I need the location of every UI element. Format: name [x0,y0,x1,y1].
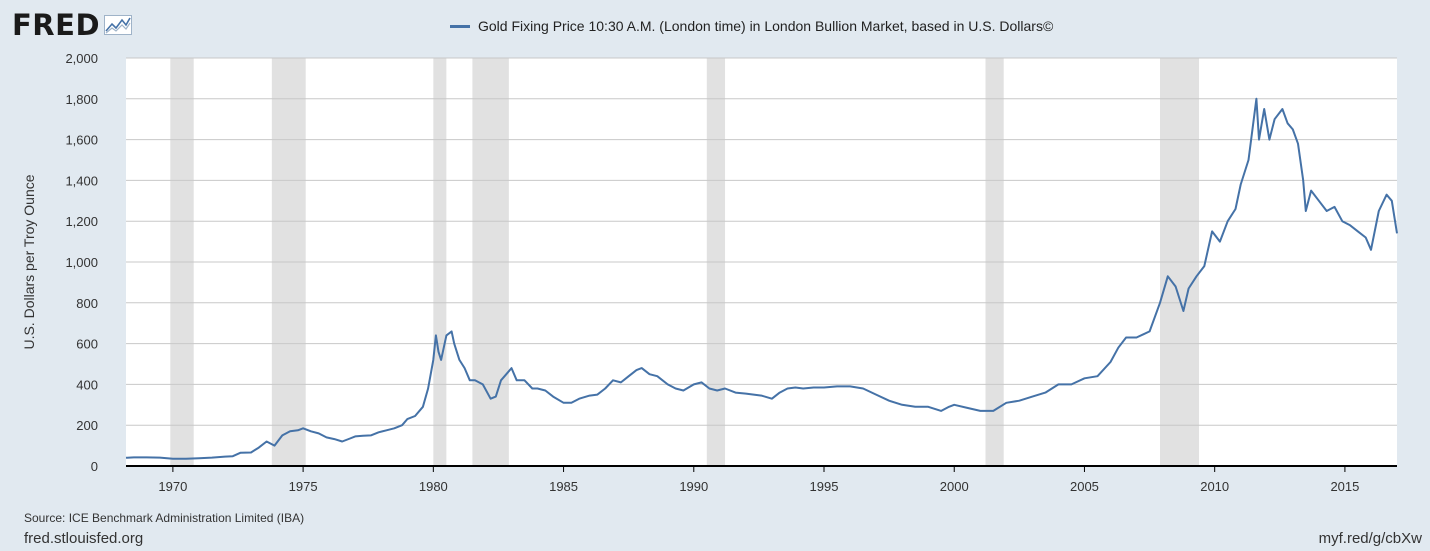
x-tick-label: 2010 [1200,479,1229,494]
x-axis-ticks: 1970 1975 1980 1985 1990 1995 2000 2005 2010 2015 [158,466,1359,494]
fred-logo-text: FRED [12,8,101,42]
chart-legend: Gold Fixing Price 10:30 A.M. (London tim… [450,18,1053,34]
x-tick-label: 1980 [419,479,448,494]
x-tick-label: 1985 [549,479,578,494]
y-tick-label: 1,600 [65,133,98,148]
y-tick-label: 1,800 [65,92,98,107]
legend-swatch [450,24,470,28]
source-note: Source: ICE Benchmark Administration Lim… [24,511,305,525]
y-tick-label: 1,200 [65,214,98,229]
y-tick-label: 400 [76,377,98,392]
y-tick-label: 0 [91,459,98,474]
footer-short-link[interactable]: myf.red/g/cbXw [1318,530,1422,547]
y-axis-label: U.S. Dollars per Troy Ounce [21,174,37,349]
y-tick-label: 1,400 [65,173,98,188]
footer-site-link[interactable]: fred.stlouisfed.org [24,530,144,547]
x-tick-label: 2005 [1070,479,1099,494]
y-axis-ticks: 0 200 400 600 800 1,000 1,200 1,400 1,600 1,800 2,… [65,51,98,474]
x-tick-label: 2015 [1330,479,1359,494]
y-tick-label: 200 [76,418,98,433]
x-tick-label: 1995 [810,479,839,494]
legend-label: Gold Fixing Price 10:30 A.M. (London tim… [478,18,1054,34]
line-chart-icon [104,15,133,35]
series-line-gold-price [125,97,1398,460]
y-tick-label: 800 [76,296,98,311]
x-tick-label: 1975 [289,479,318,494]
y-tick-label: 2,000 [65,51,98,66]
y-tick-label: 1,000 [65,255,98,270]
series-layer [125,97,1398,460]
x-tick-label: 1970 [158,479,187,494]
y-tick-label: 600 [76,337,98,352]
x-tick-label: 1990 [679,479,708,494]
fred-logo[interactable]: FRED [12,8,133,42]
x-tick-label: 2000 [940,479,969,494]
